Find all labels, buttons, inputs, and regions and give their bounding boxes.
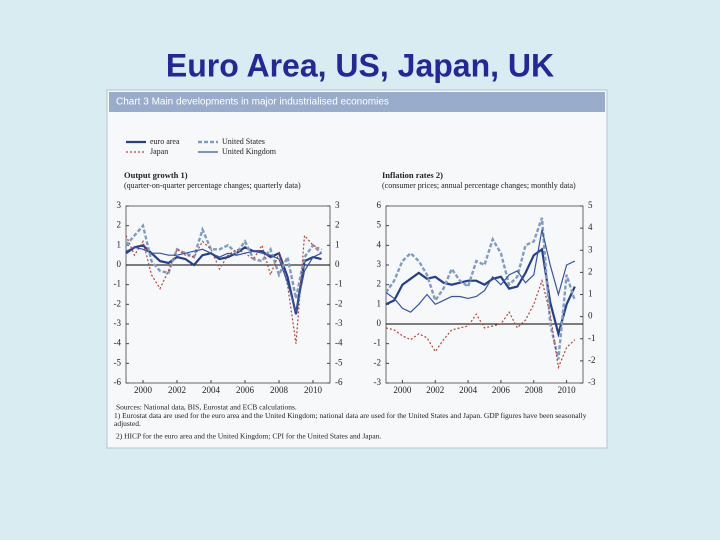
plot-area [125,205,331,384]
x-tick-label: 2010 [304,385,323,395]
series-line [125,234,322,344]
y2-tick-label: 3 [335,200,340,210]
y2-tick-label: -3 [588,377,596,387]
series-line [385,229,576,313]
x-tick-label: 2006 [236,385,255,395]
y2-tick-label: 0 [335,259,340,269]
chart-title: Inflation rates 2) [382,170,443,180]
y2-tick-label: 2 [588,266,593,276]
note: 2) HICP for the euro area and the United… [116,432,381,441]
y2-tick-label: 2 [335,220,340,230]
note: Sources: National data, BIS, Eurostat an… [116,403,297,412]
legend-label: Japan [150,147,168,156]
x-tick-label: 2008 [270,385,289,395]
y2-tick-label: 3 [588,244,593,254]
x-tick-label: 2008 [525,385,544,395]
y-tick-label: 3 [117,200,122,210]
y-tick-label: -3 [114,318,122,328]
y-tick-label: -1 [114,279,122,289]
y-tick-label: 2 [117,220,122,230]
series-line [385,278,576,370]
y-tick-label: -2 [114,298,122,308]
y2-tick-label: -5 [335,357,343,367]
chart-subtitle: (consumer prices; annual percentage chan… [382,181,576,190]
y-tick-label: -2 [374,357,382,367]
y2-tick-label: -6 [335,377,343,387]
y2-tick-label: -1 [588,333,596,343]
y-tick-label: 3 [377,259,382,269]
x-tick-label: 2004 [202,385,221,395]
y2-tick-label: 5 [588,200,593,210]
y-tick-label: 1 [377,298,382,308]
y2-tick-label: -1 [335,279,343,289]
y-tick-label: -6 [114,377,122,387]
y2-tick-label: -2 [588,355,596,365]
y-tick-label: -1 [374,338,382,348]
y-tick-label: 0 [117,259,122,269]
legend-label: euro area [150,137,180,146]
x-tick-label: 2010 [558,385,577,395]
y2-tick-label: 0 [588,311,593,321]
y-tick-label: -5 [114,357,122,367]
y2-tick-label: -2 [335,298,343,308]
legend-label: United Kingdom [222,147,277,156]
chart-subtitle: (quarter-on-quarter percentage changes; … [124,181,301,190]
series-line [125,246,322,313]
x-tick-label: 2000 [134,385,153,395]
y2-tick-label: 1 [335,239,340,249]
y-tick-label: 4 [377,239,382,249]
slide-title: Euro Area, US, Japan, UK [166,47,554,83]
x-tick-label: 2002 [168,385,186,395]
y2-tick-label: -3 [335,318,343,328]
legend-label: United States [222,137,265,146]
y-tick-label: 1 [117,239,122,249]
note: 1) Eurostat data are used for the euro a… [114,412,587,428]
y-tick-label: 6 [377,200,382,210]
y-tick-label: 0 [377,318,382,328]
x-tick-label: 2000 [393,385,412,395]
x-tick-label: 2004 [459,385,478,395]
y-tick-label: 5 [377,220,382,230]
series-line [125,244,322,315]
note-box: 1) Eurostat data are used for the euro a… [114,412,587,428]
y2-tick-label: -4 [335,338,343,348]
x-tick-label: 2006 [492,385,511,395]
y2-tick-label: 1 [588,289,593,299]
y-tick-label: 2 [377,279,382,289]
y-tick-label: -4 [114,338,122,348]
panel-header [109,92,605,112]
panel-title: Chart 3 Main developments in major indus… [116,97,389,108]
series-line [125,223,323,299]
chart-title: Output growth 1) [124,170,188,180]
x-tick-label: 2002 [426,385,444,395]
panel [106,89,608,449]
series-line [385,247,576,339]
y2-tick-label: 4 [588,222,593,232]
y-tick-label: -3 [374,377,382,387]
